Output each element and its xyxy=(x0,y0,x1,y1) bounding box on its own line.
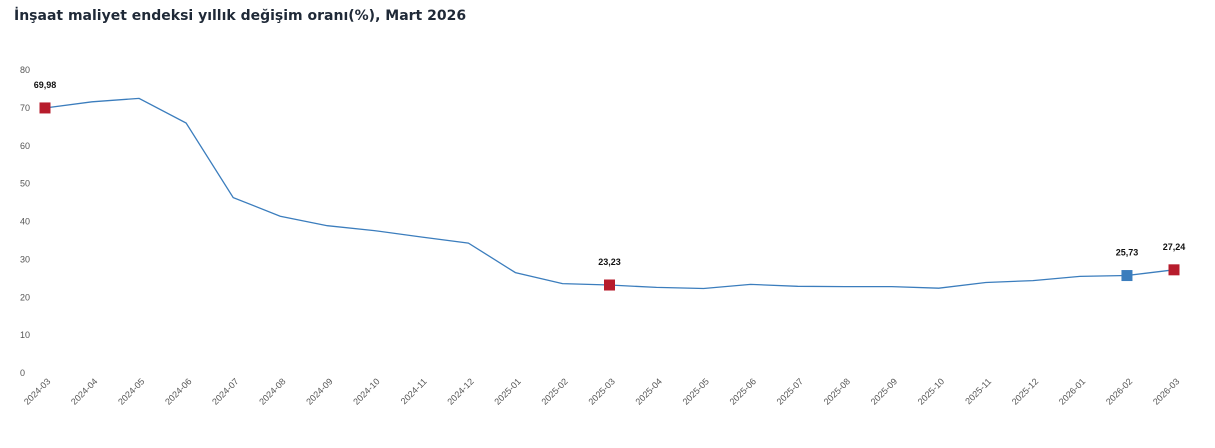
x-tick-label: 2024-07 xyxy=(210,376,240,406)
x-tick-label: 2024-10 xyxy=(351,376,381,406)
x-tick-label: 2026-03 xyxy=(1151,376,1181,406)
y-axis-ticks: 0 10 20 30 40 50 60 70 80 xyxy=(20,65,30,378)
data-label: 27,24 xyxy=(1163,242,1186,252)
x-tick-label: 2024-03 xyxy=(22,376,52,406)
x-tick-label: 2025-12 xyxy=(1010,376,1040,406)
y-tick-label: 70 xyxy=(20,103,30,113)
y-tick-label: 40 xyxy=(20,217,30,227)
x-tick-label: 2024-12 xyxy=(445,376,475,406)
x-tick-label: 2026-01 xyxy=(1057,376,1087,406)
x-tick-label: 2025-05 xyxy=(681,376,711,406)
highlight-marker xyxy=(604,279,615,291)
y-tick-label: 30 xyxy=(20,254,30,264)
x-tick-label: 2024-04 xyxy=(69,376,99,406)
x-tick-label: 2024-08 xyxy=(257,376,287,406)
x-tick-label: 2025-10 xyxy=(916,376,946,406)
data-label: 25,73 xyxy=(1116,248,1139,258)
x-tick-label: 2025-04 xyxy=(634,376,664,406)
x-tick-label: 2024-09 xyxy=(304,376,334,406)
chart-title: İnşaat maliyet endeksi yıllık değişim or… xyxy=(14,8,467,24)
x-tick-label: 2024-11 xyxy=(399,376,429,406)
x-axis-ticks: 2024-03 2024-04 2024-05 2024-06 2024-07 2024-… xyxy=(22,376,1181,406)
y-tick-label: 80 xyxy=(20,65,30,75)
x-tick-label: 2026-02 xyxy=(1104,376,1134,406)
data-label: 23,23 xyxy=(598,257,621,267)
y-tick-label: 50 xyxy=(20,179,30,189)
x-tick-label: 2025-11 xyxy=(963,376,993,406)
x-tick-label: 2025-08 xyxy=(822,376,852,406)
x-tick-label: 2025-09 xyxy=(869,376,899,406)
x-tick-label: 2024-06 xyxy=(163,376,193,406)
x-tick-label: 2025-02 xyxy=(539,376,569,406)
data-label: 69,98 xyxy=(34,80,57,90)
data-labels: 69,98 23,23 25,73 27,24 xyxy=(34,80,1186,267)
highlight-marker xyxy=(39,102,51,114)
highlight-marker xyxy=(1121,270,1133,282)
x-tick-label: 2025-03 xyxy=(586,376,616,406)
x-tick-label: 2025-07 xyxy=(775,376,805,406)
y-tick-label: 60 xyxy=(20,141,30,151)
x-tick-label: 2025-01 xyxy=(492,376,522,406)
y-tick-label: 0 xyxy=(20,368,25,378)
highlight-marker xyxy=(1168,264,1180,276)
y-tick-label: 10 xyxy=(20,330,30,340)
y-tick-label: 20 xyxy=(20,292,30,302)
x-tick-label: 2025-06 xyxy=(728,376,758,406)
x-tick-label: 2024-05 xyxy=(116,376,146,406)
highlight-markers xyxy=(39,102,1180,291)
